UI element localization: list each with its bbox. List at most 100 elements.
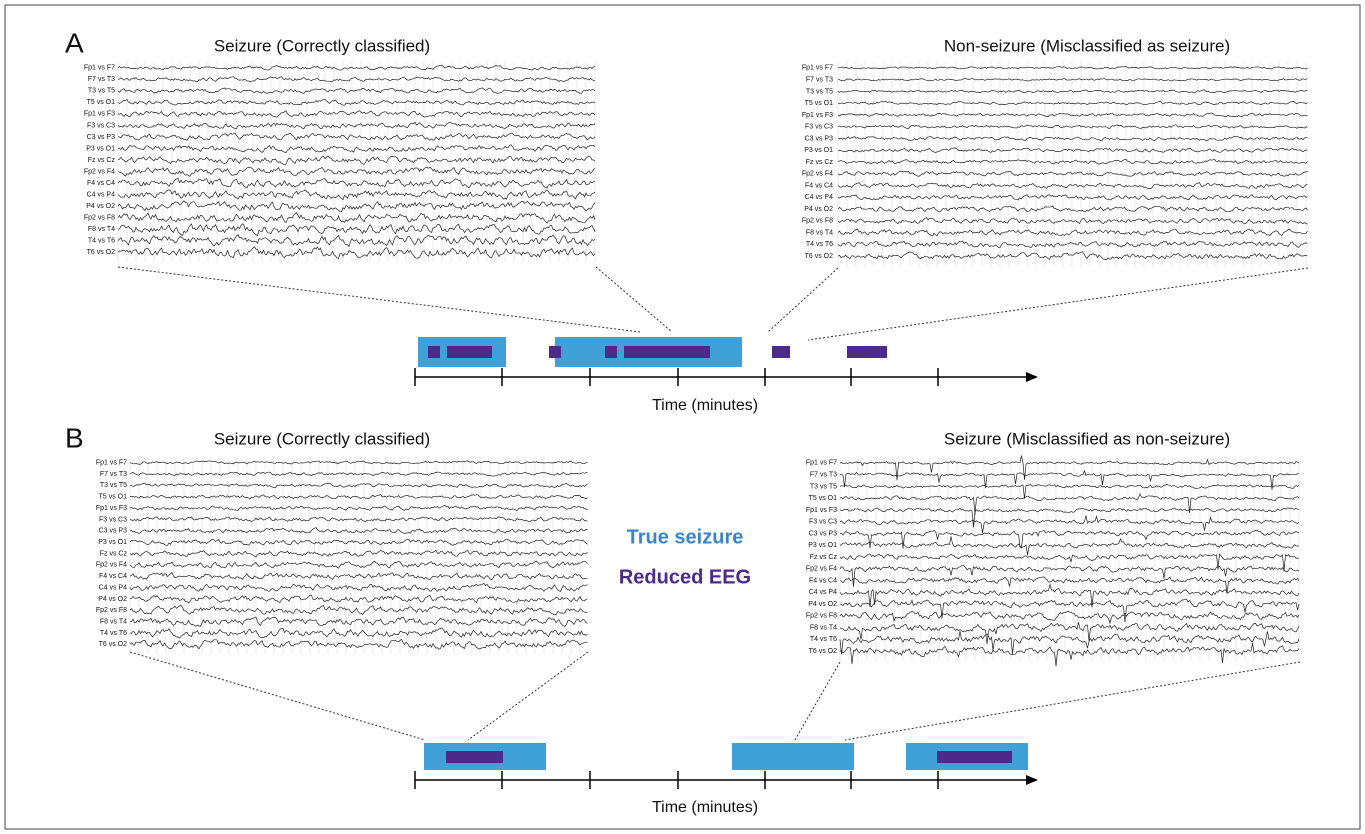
eeg-trace — [117, 177, 596, 189]
axis-arrow — [1026, 775, 1038, 785]
channel-label: P4 vs O2 — [804, 206, 833, 213]
eeg-trace — [839, 507, 1300, 528]
channel-label: F3 vs C3 — [87, 122, 115, 129]
eeg-trace — [837, 251, 1308, 261]
channel-label: T5 vs O1 — [99, 494, 128, 501]
axis-label: Time (minutes) — [652, 799, 758, 816]
channel-label: F8 vs T4 — [88, 226, 115, 233]
eeg-trace — [837, 194, 1308, 201]
eeg-trace — [839, 469, 1300, 490]
eeg-trace — [839, 583, 1300, 608]
eeg-trace — [117, 121, 596, 129]
eeg-trace — [837, 147, 1308, 153]
channel-label: Fz vs Cz — [806, 159, 834, 166]
zoom-line — [807, 267, 1309, 341]
channel-label: Fp2 vs F8 — [806, 613, 837, 620]
eeg-title: Seizure (Misclassified as non-seizure) — [944, 429, 1230, 448]
eeg-trace — [117, 223, 596, 237]
eeg-trace — [117, 166, 596, 177]
eeg-trace — [129, 604, 588, 616]
eeg-trace — [117, 64, 596, 71]
eeg-trace — [839, 492, 1300, 515]
eeg-trace — [839, 455, 1300, 481]
eeg-trace — [129, 538, 588, 546]
reduced-eeg-block — [447, 346, 492, 358]
channel-label: C3 vs P3 — [805, 135, 834, 142]
channel-label: Fp1 vs F3 — [84, 111, 115, 118]
channel-label: F7 vs T3 — [806, 76, 833, 83]
axis-arrow — [1026, 372, 1038, 382]
zoom-line — [767, 267, 839, 333]
channel-label: T5 vs O1 — [809, 495, 838, 502]
eeg-trace — [837, 182, 1308, 189]
channel-label: Fp2 vs F4 — [802, 171, 833, 178]
channel-label: Fp2 vs F8 — [802, 218, 833, 225]
channel-label: T6 vs O2 — [99, 641, 128, 648]
channel-label: Fp1 vs F3 — [802, 112, 833, 119]
channel-label: F7 vs T3 — [100, 471, 127, 478]
eeg-trace — [117, 234, 596, 248]
channel-label: F3 vs C3 — [809, 519, 837, 526]
eeg-title: Seizure (Correctly classified) — [214, 36, 430, 55]
channel-label: C4 vs P4 — [87, 191, 116, 198]
eeg-trace — [837, 240, 1308, 248]
eeg-trace — [837, 158, 1308, 165]
channel-label: F3 vs C3 — [805, 124, 833, 131]
reduced-eeg-block — [605, 346, 617, 358]
channel-label: Fp2 vs F8 — [96, 607, 127, 614]
reduced-eeg-block — [549, 346, 561, 358]
channel-label: F8 vs T4 — [806, 229, 833, 236]
eeg-trace — [129, 550, 588, 558]
eeg-trace — [839, 529, 1299, 549]
channel-label: T4 vs T6 — [100, 630, 127, 637]
channel-label: P4 vs O2 — [808, 601, 837, 608]
channel-label: Fp1 vs F7 — [96, 460, 127, 467]
eeg-trace — [839, 576, 1300, 594]
eeg-trace — [117, 110, 596, 118]
channel-label: C4 vs P4 — [805, 194, 834, 201]
zoom-line — [794, 661, 841, 741]
eeg-trace — [129, 627, 588, 639]
eeg-trace — [839, 514, 1300, 533]
eeg-trace — [837, 66, 1308, 70]
channel-label: F7 vs T3 — [810, 471, 837, 478]
eeg-trace — [129, 572, 588, 581]
channel-label: T3 vs T5 — [88, 88, 115, 95]
eeg-trace — [839, 483, 1300, 499]
channel-label: Fp2 vs F4 — [96, 562, 127, 569]
eeg-trace — [129, 638, 588, 650]
zoom-line — [129, 651, 426, 741]
eeg-trace — [117, 87, 596, 94]
eeg-trace — [129, 471, 588, 477]
channel-label: T6 vs O2 — [87, 249, 116, 256]
zoom-line — [844, 661, 1301, 741]
eeg-trace — [837, 205, 1308, 213]
channel-label: Fp1 vs F7 — [84, 65, 115, 72]
zoom-line — [595, 266, 673, 333]
eeg-trace — [129, 594, 588, 604]
eeg-trace — [117, 246, 596, 260]
drawing: Fp1 vs F7 F7 vs T3 T3 vs T5 T5 vs O1 Fp1 vs … — [84, 62, 1309, 789]
channel-label: Fz vs Cz — [100, 550, 128, 557]
eeg-trace — [129, 482, 588, 488]
eeg-trace — [839, 564, 1300, 587]
eeg-trace — [839, 553, 1300, 572]
axis-label: Time (minutes) — [652, 397, 758, 414]
eeg-trace — [837, 124, 1308, 130]
eeg-trace — [129, 527, 588, 534]
eeg-trace — [129, 505, 588, 511]
eeg-trace — [839, 610, 1300, 625]
channel-label: T4 vs T6 — [810, 636, 837, 643]
eeg-trace — [837, 217, 1308, 225]
channel-label: C3 vs P3 — [809, 530, 838, 537]
eeg-trace — [839, 622, 1300, 645]
reduced-eeg-block — [446, 751, 503, 763]
channel-label: T5 vs O1 — [87, 99, 116, 106]
eeg-trace — [837, 89, 1308, 94]
channel-label: P3 vs O1 — [804, 147, 833, 154]
eeg-trace — [839, 643, 1300, 667]
eeg-title: Non-seizure (Misclassified as seizure) — [944, 36, 1230, 55]
eeg-trace — [837, 135, 1308, 141]
eeg-trace — [117, 76, 596, 83]
